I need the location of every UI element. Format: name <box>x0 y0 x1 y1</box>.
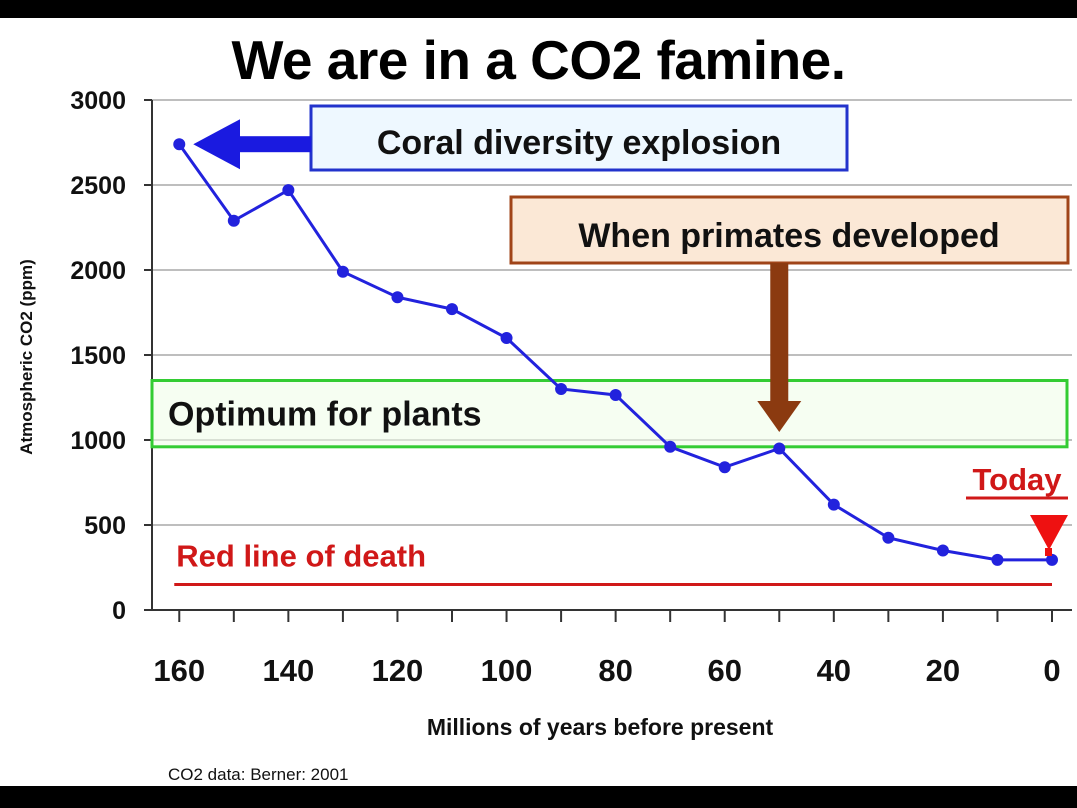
data-point-60ma <box>718 461 731 474</box>
data-point-30ma <box>882 531 895 544</box>
primates-annotation-box <box>509 195 1070 265</box>
x-tick-label-100: 100 <box>481 653 533 688</box>
x-axis-title: Millions of years before present <box>427 714 774 740</box>
data-point-20ma <box>936 544 949 557</box>
today-arrow-icon <box>966 496 1068 556</box>
coral-arrow-shaft <box>235 136 311 153</box>
coral-arrow-icon <box>193 119 311 170</box>
x-tick-label-80: 80 <box>598 653 632 688</box>
x-tick-label-160: 160 <box>153 653 205 688</box>
data-point-70ma <box>664 440 677 453</box>
data-point-160ma <box>173 138 186 151</box>
x-tick-label-0: 0 <box>1043 653 1060 688</box>
data-point-10ma <box>991 553 1004 566</box>
tick-labels: 0 500 1000 1500 2000 2500 3000 160 140 120 100 80 60… <box>70 87 1060 688</box>
primates-annotation-label: When primates developed <box>578 217 999 255</box>
coral-arrow-head <box>193 119 240 170</box>
x-tick-label-120: 120 <box>372 653 424 688</box>
data-point-150ma <box>227 214 240 227</box>
y-tick-label-1000: 1000 <box>70 427 126 455</box>
x-tick-label-40: 40 <box>817 653 851 688</box>
source-note: CO2 data: Berner: 2001 <box>168 765 349 784</box>
y-tick-label-1500: 1500 <box>70 342 126 370</box>
coral-annotation-box <box>309 104 849 172</box>
primates-arrow-shaft <box>770 263 789 401</box>
today-arrow-head <box>1030 515 1068 550</box>
y-tick-label-3000: 3000 <box>70 87 126 115</box>
data-point-80ma <box>609 388 622 401</box>
chart-title: We are in a CO2 famine. <box>231 29 846 91</box>
x-tick-label-20: 20 <box>926 653 960 688</box>
optimum-label: Optimum for plants <box>168 396 482 434</box>
primates-arrow-head <box>757 401 802 432</box>
co2-series <box>173 138 1058 566</box>
today-label: Today <box>973 462 1063 497</box>
coral-annotation-label: Coral diversity explosion <box>377 124 781 162</box>
data-point-120ma <box>391 291 404 304</box>
y-tick-label-500: 500 <box>84 512 126 540</box>
optimum-band <box>150 379 1069 449</box>
y-tick-label-2500: 2500 <box>70 172 126 200</box>
data-point-40ma <box>827 498 840 511</box>
primates-arrow-icon <box>757 263 802 432</box>
data-point-110ma <box>446 303 458 316</box>
x-tick-label-60: 60 <box>707 653 741 688</box>
y-axis-title: Atmospheric CO2 (ppm) <box>17 259 36 455</box>
data-point-140ma <box>282 184 295 197</box>
today-marker <box>1045 548 1052 556</box>
chart-slide: We are in a CO2 famine. Optimum for plan… <box>0 18 1077 786</box>
axes <box>144 99 1072 622</box>
data-point-130ma <box>336 265 349 278</box>
data-point-100ma <box>500 332 513 344</box>
x-tick-label-140: 140 <box>262 653 314 688</box>
y-tick-label-2000: 2000 <box>70 257 126 285</box>
y-tick-label-0: 0 <box>112 597 126 625</box>
data-point-90ma <box>555 383 568 395</box>
co2-line-chart: Optimum for plants Red line of death Cor… <box>17 87 1072 784</box>
red-line-of-death-label: Red line of death <box>176 539 426 574</box>
data-point-50ma <box>773 442 786 455</box>
data-point-0ma <box>1046 553 1058 566</box>
